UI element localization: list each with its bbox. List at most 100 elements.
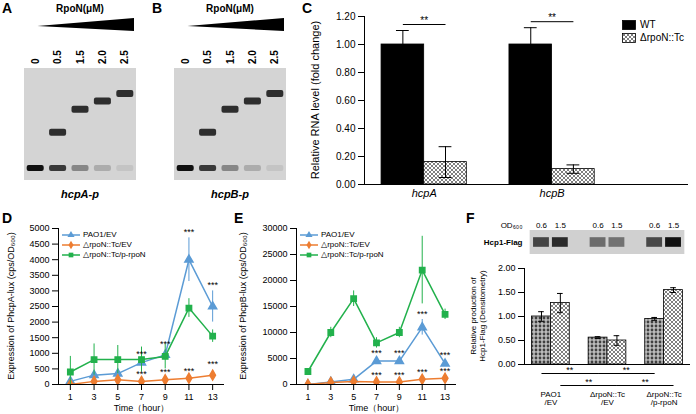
svg-text:***: *** — [136, 349, 147, 359]
svg-text:***: *** — [184, 366, 195, 376]
svg-text:0.20: 0.20 — [336, 151, 356, 162]
svg-text:0.00: 0.00 — [498, 359, 516, 369]
svg-text:***: *** — [417, 367, 428, 377]
html-text:A: A — [2, 0, 13, 16]
svg-text:0.60: 0.60 — [336, 95, 356, 106]
svg-text:0.6: 0.6 — [593, 221, 605, 230]
svg-text:1.20: 1.20 — [336, 11, 356, 22]
svg-text:0: 0 — [44, 379, 49, 389]
svg-text:hcpA: hcpA — [412, 187, 437, 199]
svg-text:3: 3 — [328, 392, 333, 402]
svg-text:1.50: 1.50 — [498, 287, 516, 297]
svg-text:PAO1/EV: PAO1/EV — [541, 390, 562, 407]
svg-text:ΔrpoN::Tc/EV: ΔrpoN::Tc/EV — [590, 390, 625, 407]
svg-text:ΔrpoN::Tc/p-rpoN: ΔrpoN::Tc/p-rpoN — [647, 390, 682, 407]
svg-text:2.5: 2.5 — [269, 50, 280, 64]
svg-text:**: ** — [548, 12, 556, 23]
svg-text:0.5: 0.5 — [52, 50, 63, 64]
svg-text:5: 5 — [351, 392, 356, 402]
svg-text:Time（hour）: Time（hour） — [114, 403, 170, 413]
svg-text:1.5: 1.5 — [75, 50, 86, 64]
svg-text:1: 1 — [68, 392, 73, 402]
svg-text:OD₆₀₀: OD₆₀₀ — [501, 221, 523, 230]
svg-text:***: *** — [160, 339, 171, 349]
svg-text:13: 13 — [208, 392, 218, 402]
svg-text:***: *** — [184, 227, 195, 237]
svg-text:2500: 2500 — [29, 301, 49, 311]
svg-text:0: 0 — [30, 58, 41, 64]
svg-text:4500: 4500 — [29, 239, 49, 249]
svg-text:2.5: 2.5 — [119, 50, 130, 64]
svg-text:25000: 25000 — [262, 249, 287, 259]
svg-text:***: *** — [207, 359, 218, 369]
svg-text:20000: 20000 — [262, 275, 287, 285]
svg-text:500: 500 — [34, 364, 49, 374]
svg-text:5000: 5000 — [29, 223, 49, 233]
svg-text:**: ** — [623, 365, 631, 375]
svg-text:1.5: 1.5 — [611, 221, 623, 230]
svg-text:15000: 15000 — [262, 301, 287, 311]
svg-text:1.00: 1.00 — [498, 311, 516, 321]
svg-text:***: *** — [440, 350, 451, 360]
svg-text:RpoN(μM): RpoN(μM) — [206, 3, 254, 14]
svg-text:1000: 1000 — [29, 348, 49, 358]
svg-text:1.00: 1.00 — [336, 39, 356, 50]
svg-text:30000: 30000 — [262, 223, 287, 233]
html-text:C: C — [302, 0, 313, 16]
svg-text:5000: 5000 — [267, 353, 287, 363]
svg-text:1.5: 1.5 — [668, 221, 680, 230]
html-text:Relative RNA level (fold chang: Relative RNA level (fold change) — [309, 20, 321, 180]
svg-text:9: 9 — [163, 392, 168, 402]
svg-text:1: 1 — [305, 392, 310, 402]
svg-text:***: *** — [160, 367, 171, 377]
svg-text:2.0: 2.0 — [97, 50, 108, 64]
svg-text:4000: 4000 — [29, 255, 49, 265]
svg-text:0.50: 0.50 — [498, 335, 516, 345]
svg-text:hcpA-p: hcpA-p — [61, 188, 99, 200]
svg-text:0.6: 0.6 — [536, 221, 548, 230]
svg-text:RpoN(μM): RpoN(μM) — [56, 3, 104, 14]
svg-text:2000: 2000 — [29, 317, 49, 327]
svg-text:***: *** — [417, 309, 428, 319]
svg-text:3500: 3500 — [29, 270, 49, 280]
svg-text:3: 3 — [92, 392, 97, 402]
svg-text:3000: 3000 — [29, 286, 49, 296]
svg-text:1.5: 1.5 — [555, 221, 567, 230]
svg-text:1.5: 1.5 — [225, 50, 236, 64]
svg-text:7: 7 — [374, 392, 379, 402]
svg-text:hcpB-p: hcpB-p — [211, 188, 249, 200]
svg-text:0: 0 — [180, 58, 191, 64]
svg-text:**: ** — [566, 365, 574, 375]
svg-text:***: *** — [136, 369, 147, 379]
svg-text:0.80: 0.80 — [336, 67, 356, 78]
svg-text:7: 7 — [139, 392, 144, 402]
svg-text:0.00: 0.00 — [336, 179, 356, 190]
svg-text:11: 11 — [184, 392, 193, 402]
svg-text:***: *** — [394, 370, 405, 380]
svg-text:1500: 1500 — [29, 333, 49, 343]
svg-text:11: 11 — [418, 392, 427, 402]
svg-text:13: 13 — [440, 392, 450, 402]
svg-text:9: 9 — [397, 392, 402, 402]
svg-text:**: ** — [585, 377, 593, 387]
svg-text:***: *** — [440, 366, 451, 376]
svg-text:0.6: 0.6 — [649, 221, 661, 230]
html-text:B: B — [152, 0, 163, 16]
svg-text:***: *** — [371, 370, 382, 380]
svg-text:Hcp1-Flag: Hcp1-Flag — [484, 238, 523, 247]
svg-text:0.5: 0.5 — [202, 50, 213, 64]
svg-text:hcpB: hcpB — [540, 187, 565, 199]
svg-text:***: *** — [394, 348, 405, 358]
html-text:Relative production of Hcp1-Fl: Relative production of Hcp1-Flag (Densit… — [469, 270, 487, 362]
svg-text:2.0: 2.0 — [247, 50, 258, 64]
svg-text:0: 0 — [282, 379, 287, 389]
svg-text:***: *** — [207, 280, 218, 290]
svg-text:0.40: 0.40 — [336, 123, 356, 134]
svg-text:**: ** — [642, 377, 650, 387]
svg-text:Time（hour）: Time（hour） — [349, 403, 405, 413]
svg-text:***: *** — [371, 348, 382, 358]
svg-text:5: 5 — [115, 392, 120, 402]
svg-text:10000: 10000 — [262, 327, 287, 337]
svg-text:**: ** — [420, 15, 428, 26]
svg-text:2.00: 2.00 — [498, 263, 516, 273]
